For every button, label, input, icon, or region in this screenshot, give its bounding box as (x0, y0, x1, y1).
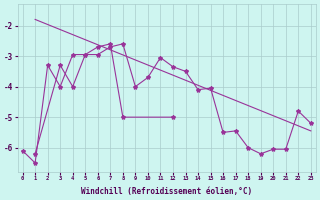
X-axis label: Windchill (Refroidissement éolien,°C): Windchill (Refroidissement éolien,°C) (81, 187, 252, 196)
